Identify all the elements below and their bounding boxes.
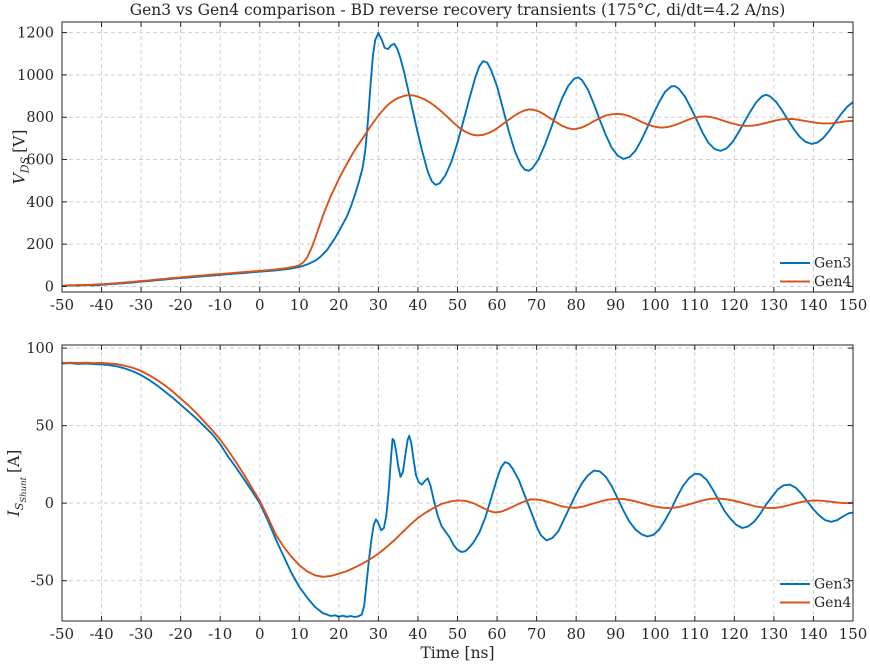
x-tick-label: -30: [129, 296, 153, 314]
x-tick-label: -40: [89, 296, 113, 314]
y-tick-label: 400: [26, 195, 54, 211]
top-chart: -50 -40 -30 -20 -10 0 10 20 30 40 50 60 70 80 90 100 110…: [17, 21, 868, 314]
top-y-axis-subscript: DS: [18, 156, 32, 174]
legend: Gen3 Gen4: [780, 577, 851, 611]
x-tick-label: 0: [255, 625, 265, 643]
x-tick-label: 100: [641, 296, 670, 314]
bottom-y-axis-subscript: S: [12, 502, 26, 511]
x-tick-label: 20: [329, 296, 348, 314]
x-tick-label: -10: [208, 296, 232, 314]
x-tick-label: 40: [408, 625, 427, 643]
x-tick-label: 10: [290, 625, 309, 643]
curve-gen3: [62, 362, 853, 618]
x-tick-label: 150: [839, 296, 868, 314]
x-tick-label: 10: [290, 296, 309, 314]
x-tick-label: 140: [799, 296, 828, 314]
x-tick-label: 100: [641, 625, 670, 643]
chart-title-italic-c: C: [644, 1, 657, 19]
curve-gen4: [62, 94, 853, 287]
y-tick-label: 200: [26, 237, 54, 253]
x-tick-label: -10: [208, 625, 232, 643]
y-tick-label: 800: [26, 110, 54, 126]
y-tick-label: 50: [36, 419, 54, 435]
bottom-y-axis-symbol: I: [4, 510, 23, 517]
x-tick-label: 70: [527, 296, 546, 314]
top-y-axis-symbol: V: [10, 173, 29, 185]
x-tick-label: 120: [720, 625, 749, 643]
x-tick-label: -30: [129, 625, 153, 643]
x-tick-label: 90: [606, 625, 625, 643]
x-tick-label: 110: [680, 625, 709, 643]
x-tick-label: 0: [255, 296, 265, 314]
y-tick-label: 100: [26, 341, 54, 357]
y-tick-label: 1200: [17, 26, 54, 42]
x-tick-label: -20: [169, 625, 193, 643]
x-tick-label: 130: [760, 296, 789, 314]
x-tick-label: 150: [839, 625, 868, 643]
top-y-axis-label: VDS [V]: [10, 130, 31, 185]
bottom-chart: -50 -40 -30 -20 -10 0 10 20 30 40 50 60 70 80 90 100 110…: [26, 341, 867, 643]
legend-label-gen3: Gen3: [814, 577, 851, 593]
y-tick-label: 0: [45, 279, 54, 295]
x-tick-label: 70: [527, 625, 546, 643]
bottom-y-axis-label: ISShunt [A]: [5, 450, 29, 517]
curve-gen4: [62, 361, 853, 578]
x-tick-label: 60: [488, 625, 507, 643]
y-tick-label: 0: [45, 496, 54, 512]
chart-title-prefix: Gen3 vs Gen4 comparison - BD reverse rec…: [129, 1, 645, 19]
x-tick-label: -20: [169, 296, 193, 314]
x-tick-label: 80: [567, 296, 586, 314]
x-tick-label: -50: [50, 625, 74, 643]
x-tick-label: 140: [799, 625, 828, 643]
bottom-y-axis-unit: [A]: [4, 449, 23, 473]
x-tick-label: 130: [760, 625, 789, 643]
x-tick-label: 20: [329, 625, 348, 643]
x-tick-label: 30: [369, 296, 388, 314]
x-tick-label: 90: [606, 296, 625, 314]
legend: Gen3 Gen4: [780, 256, 851, 290]
x-tick-label: 50: [448, 296, 467, 314]
x-axis-label: Time [ns]: [420, 644, 495, 662]
top-y-axis-unit: [V]: [10, 129, 29, 153]
x-tick-label: 40: [408, 296, 427, 314]
x-tick-label: 60: [488, 296, 507, 314]
x-tick-label: 50: [448, 625, 467, 643]
legend-label-gen3: Gen3: [814, 256, 851, 272]
x-tick-label: -40: [89, 625, 113, 643]
legend-label-gen4: Gen4: [814, 595, 851, 611]
y-tick-label: 1000: [17, 68, 54, 84]
y-tick-label: 600: [26, 153, 54, 169]
chart-title: Gen3 vs Gen4 comparison - BD reverse rec…: [45, 1, 870, 19]
chart-title-suffix: , di/dt=4.2 A/ns): [656, 1, 786, 19]
x-tick-label: 110: [680, 296, 709, 314]
bottom-y-axis-subsubscript: Shunt: [19, 476, 30, 503]
x-tick-label: 30: [369, 625, 388, 643]
x-tick-label: 120: [720, 296, 749, 314]
x-tick-label: -50: [50, 296, 74, 314]
x-tick-label: 80: [567, 625, 586, 643]
legend-label-gen4: Gen4: [814, 274, 851, 290]
y-tick-label: -50: [31, 574, 54, 590]
